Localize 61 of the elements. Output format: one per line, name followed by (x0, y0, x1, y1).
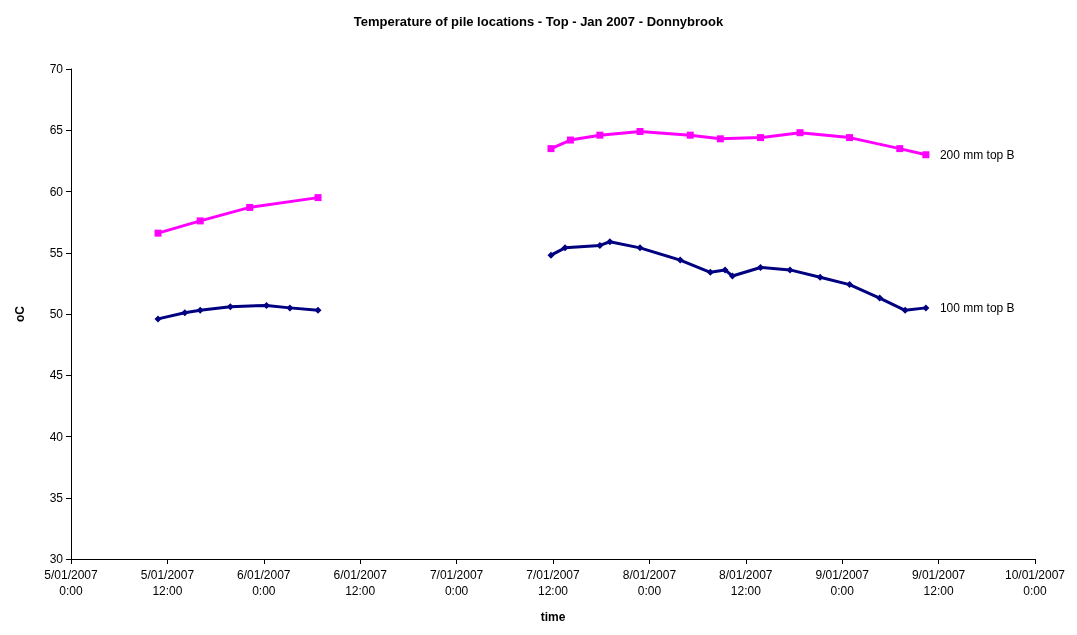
point (314, 306, 322, 314)
point (922, 151, 930, 159)
point (922, 304, 930, 312)
point (196, 217, 204, 225)
point (154, 315, 162, 323)
point (676, 256, 684, 264)
x-tick-label: 5/01/2007 12:00 (140, 568, 195, 598)
point (876, 294, 884, 302)
point (566, 136, 574, 144)
point (786, 266, 794, 274)
x-tick-label: 7/01/2007 0:00 (429, 568, 484, 598)
x-tick-label: 6/01/2007 12:00 (333, 568, 388, 598)
point (757, 134, 765, 142)
point (706, 268, 714, 276)
y-tick-label: 55 (49, 245, 64, 260)
point (636, 244, 644, 252)
y-tick-label: 60 (49, 184, 64, 199)
x-tick-label: 10/01/2007 0:00 (1004, 568, 1066, 598)
point (596, 241, 604, 249)
point (686, 131, 694, 139)
y-tick-label: 30 (49, 552, 64, 566)
x-tick-label: 8/01/2007 12:00 (719, 568, 773, 598)
point (314, 194, 322, 202)
y-tick-label: 35 (49, 490, 64, 505)
point (901, 306, 909, 314)
point (846, 281, 854, 289)
point (246, 203, 254, 211)
x-tick-label: 9/01/2007 0:00 (815, 568, 870, 598)
x-tick-label: 8/01/2007 0:00 (622, 568, 677, 598)
x-tick-label: 6/01/2007 0:00 (237, 568, 291, 598)
series-label: 100 mm top B (939, 300, 1015, 315)
point (181, 309, 189, 317)
point (596, 131, 604, 139)
point (606, 238, 614, 246)
y-tick-label: 40 (49, 429, 64, 444)
x-tick-label: 7/01/2007 12:00 (526, 568, 581, 598)
point (716, 135, 724, 143)
y-tick-label: 50 (49, 307, 64, 321)
point (226, 303, 234, 311)
point (154, 229, 162, 237)
x-tick-label: 5/01/2007 0:00 (44, 568, 99, 598)
point (846, 134, 854, 142)
y-tick-label: 65 (49, 123, 64, 138)
point (816, 273, 824, 281)
y-axis-title: oC (13, 305, 27, 322)
point (547, 251, 555, 259)
point (286, 304, 294, 312)
point (796, 129, 804, 137)
series-label: 200 mm top B (939, 147, 1015, 162)
y-tick-label: 70 (49, 62, 64, 76)
x-axis-title: time (540, 610, 566, 624)
point (728, 272, 736, 280)
point (561, 244, 569, 252)
point (196, 306, 204, 314)
y-tick-label: 45 (49, 368, 64, 383)
point (547, 145, 555, 153)
x-tick-label: 9/01/2007 12:00 (911, 568, 966, 598)
point (896, 145, 904, 153)
chart-title: Temperature of pile locations - Top - Jan 2007 - Donnybrook (353, 14, 724, 29)
point (721, 266, 729, 274)
point (636, 127, 644, 135)
